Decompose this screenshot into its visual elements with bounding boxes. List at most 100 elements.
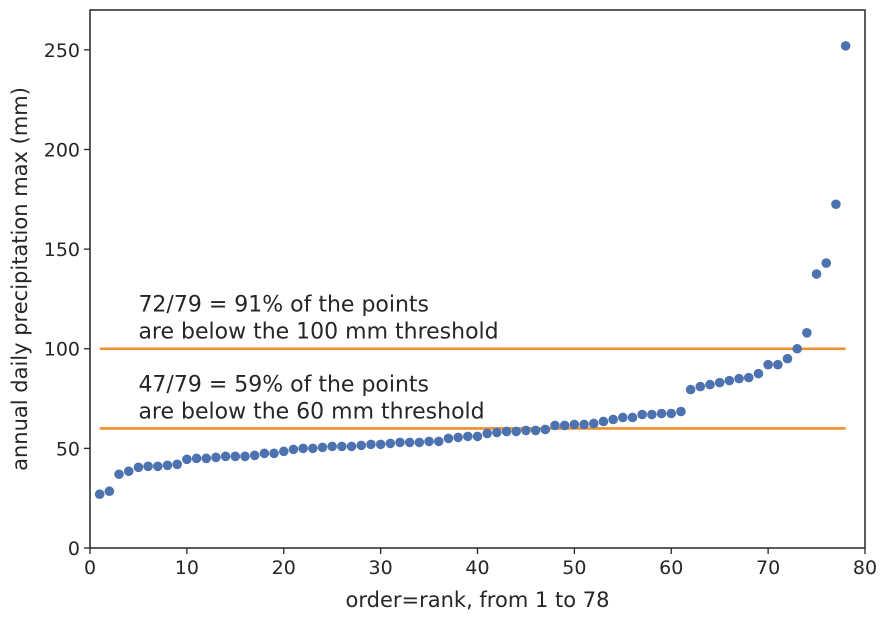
data-point (249, 450, 260, 461)
data-point (656, 408, 667, 419)
data-point (366, 439, 376, 450)
data-point (201, 453, 212, 464)
annotation-text: 72/79 = 91% of the points (138, 293, 429, 318)
data-point (695, 381, 706, 392)
y-tick-label: 0 (68, 538, 80, 560)
data-point (501, 426, 512, 437)
y-axis-ticks: 0 50 100 150 200 250 (44, 40, 90, 560)
data-point (104, 486, 115, 497)
data-point (94, 489, 105, 500)
data-point (743, 372, 754, 383)
data-point (627, 412, 638, 423)
data-point (559, 420, 570, 431)
annotation-text: 47/79 = 59% of the points (138, 372, 429, 397)
data-point (346, 441, 357, 452)
data-point (424, 436, 434, 447)
data-point (385, 438, 396, 449)
data-point (443, 433, 454, 444)
data-point (453, 432, 463, 443)
data-point (143, 461, 153, 472)
data-point (230, 451, 241, 462)
data-point (831, 199, 841, 210)
data-point (482, 428, 492, 439)
data-point (530, 425, 541, 436)
x-tick-label: 60 (659, 557, 683, 579)
data-point (569, 419, 580, 430)
data-point (598, 416, 609, 427)
data-point (114, 469, 124, 480)
data-point (840, 41, 851, 51)
data-point (540, 424, 551, 435)
data-point (298, 443, 308, 454)
data-point (676, 406, 686, 417)
data-point (734, 373, 744, 384)
data-point (811, 269, 822, 279)
x-tick-label: 40 (465, 557, 489, 579)
data-point (172, 459, 182, 470)
data-point (153, 461, 163, 472)
data-point (821, 258, 832, 268)
y-tick-label: 250 (44, 40, 80, 62)
x-tick-label: 0 (84, 557, 96, 579)
data-point (773, 359, 783, 370)
data-point (259, 448, 270, 459)
annotation-text: are below the 100 mm threshold (138, 320, 498, 345)
data-point (182, 454, 192, 465)
data-point (327, 441, 337, 452)
data-point (647, 409, 657, 420)
data-point (579, 419, 589, 430)
data-point (763, 359, 773, 370)
annotation-text: are below the 60 mm threshold (138, 399, 484, 424)
data-point (133, 462, 144, 473)
data-point (705, 379, 715, 390)
data-point (220, 451, 231, 462)
data-point (802, 328, 812, 338)
data-point (463, 431, 473, 442)
data-point (414, 437, 425, 448)
data-point (395, 437, 405, 448)
data-point (714, 377, 725, 388)
data-point (337, 441, 347, 452)
data-point (356, 440, 367, 451)
data-point (375, 439, 386, 450)
y-tick-label: 150 (44, 239, 80, 261)
data-point (278, 446, 289, 457)
x-tick-label: 70 (756, 557, 780, 579)
data-point (404, 437, 415, 448)
y-tick-label: 200 (44, 139, 80, 161)
y-axis-label: annual daily precipitation max (mm) (8, 87, 32, 471)
data-point (618, 412, 628, 423)
data-point (472, 431, 483, 442)
y-tick-label: 100 (44, 339, 80, 361)
data-point (240, 451, 250, 462)
data-point (666, 408, 677, 419)
x-tick-label: 30 (369, 557, 393, 579)
threshold-lines (99, 347, 846, 430)
data-point (550, 420, 560, 431)
data-points (94, 41, 851, 500)
data-point (288, 444, 299, 455)
data-point (162, 460, 173, 471)
data-point (608, 414, 618, 425)
data-point (433, 436, 444, 447)
data-point (792, 343, 802, 354)
plot-frame (89, 9, 866, 549)
x-tick-label: 20 (272, 557, 296, 579)
data-point (269, 448, 279, 459)
data-point (123, 466, 134, 477)
data-point (753, 368, 764, 379)
data-point (637, 409, 647, 420)
data-point (724, 375, 735, 386)
data-point (521, 425, 531, 436)
x-tick-label: 80 (853, 557, 877, 579)
data-point (492, 427, 502, 438)
x-axis-ticks: 0 10 20 30 40 50 60 70 80 (84, 548, 877, 579)
data-point (191, 453, 202, 464)
x-tick-label: 10 (175, 557, 199, 579)
data-point (317, 442, 328, 453)
x-axis-label: order=rank, from 1 to 78 (346, 588, 610, 612)
y-tick-label: 50 (56, 438, 80, 460)
data-point (511, 426, 522, 437)
